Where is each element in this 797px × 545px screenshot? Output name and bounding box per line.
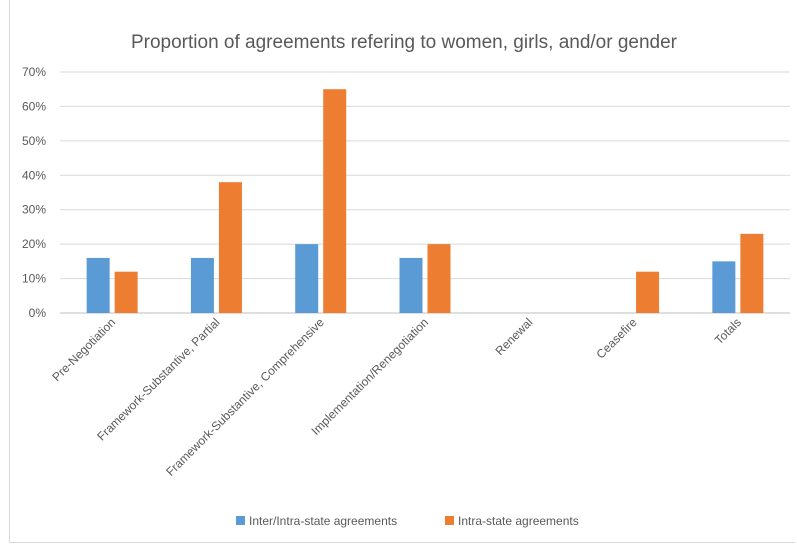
legend: Inter/Intra-state agreements Intra-state … [236,514,579,528]
y-tick-label: 50% [22,134,46,148]
x-category-label: Renewal [492,315,535,358]
y-tick-label: 70% [22,65,46,79]
gridlines [60,71,790,314]
bar-inter-intra-6 [712,261,736,313]
bar-intra-6 [740,233,764,313]
x-category-label: Implementation/Renegotiation [308,315,431,438]
x-category-label: Pre-Negotiation [49,315,118,384]
x-category-label: Totals [712,315,744,347]
bar-intra-1 [218,182,242,313]
bar-inter-intra-1 [190,257,214,313]
y-tick-label: 40% [22,168,46,182]
bars [86,89,764,313]
bar-inter-intra-0 [86,257,110,313]
y-tick-label: 10% [22,272,46,286]
y-axis-ticks: 0% 10% 20% 30% 40% 50% 60% 70% [22,65,46,320]
bar-intra-5 [636,271,660,313]
legend-label: Inter/Intra-state agreements [249,514,397,528]
bar-inter-intra-2 [295,244,319,313]
x-category-label: Ceasefire [593,315,639,361]
y-tick-label: 0% [29,306,47,320]
chart-title: Proportion of agreements refering to wom… [131,32,678,53]
legend-swatch [445,516,454,525]
y-tick-label: 30% [22,203,46,217]
legend-label: Intra-state agreements [458,514,579,528]
bar-inter-intra-3 [399,257,423,313]
y-tick-label: 20% [22,237,46,251]
bar-intra-0 [114,271,138,313]
y-tick-label: 60% [22,99,46,113]
x-category-label: Framework-Substantive, Partial [94,315,222,443]
bar-intra-3 [427,244,451,313]
bar-intra-2 [323,89,347,313]
legend-swatch [236,516,245,525]
